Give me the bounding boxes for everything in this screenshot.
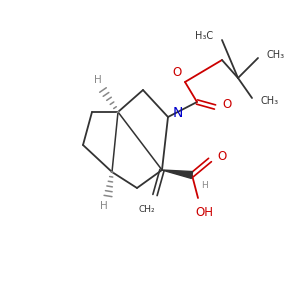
Text: O: O [172,65,182,79]
Text: N: N [173,106,183,120]
Polygon shape [162,170,193,178]
Text: H₃C: H₃C [195,31,213,41]
Text: CH₂: CH₂ [139,205,155,214]
Text: CH₃: CH₃ [261,96,279,106]
Text: H: H [100,201,108,211]
Text: H: H [201,181,207,190]
Text: OH: OH [195,206,213,218]
Text: CH₃: CH₃ [267,50,285,60]
Text: O: O [222,98,232,110]
Text: H: H [94,75,102,85]
Text: O: O [218,149,226,163]
